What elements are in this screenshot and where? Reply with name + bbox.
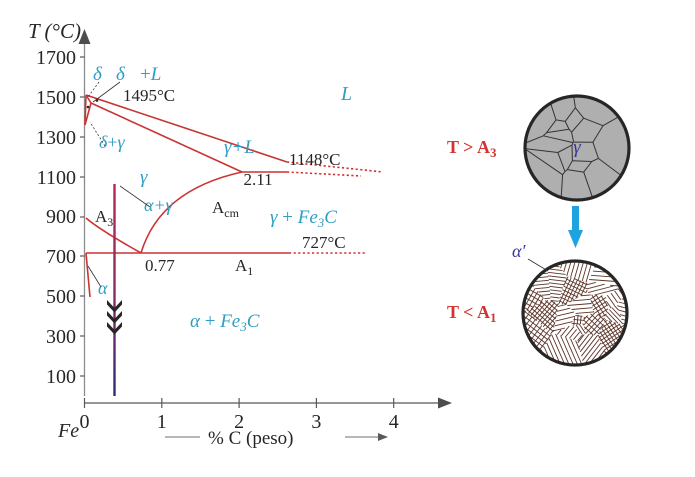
svg-text:100: 100 [46,366,76,388]
svg-text:δ+γ: δ+γ [99,132,126,152]
svg-text:1300: 1300 [36,127,76,149]
svg-text:α: α [98,278,108,298]
svg-text:700: 700 [46,246,76,268]
svg-text:α + Fe3C: α + Fe3C [190,311,260,334]
svg-text:1: 1 [157,411,167,433]
svg-text:T < A1: T < A1 [447,302,496,325]
svg-text:0: 0 [80,411,90,433]
svg-text:γ: γ [573,137,581,158]
svg-text:300: 300 [46,326,76,348]
svg-text:4: 4 [389,411,399,433]
svg-text:T (°C): T (°C) [28,19,81,43]
svg-text:γ + Fe3C: γ + Fe3C [270,207,337,230]
svg-text:δ: δ [116,64,126,85]
svg-text:γ+L: γ+L [224,137,255,158]
svg-text:α′: α′ [512,241,526,261]
svg-text:2.11: 2.11 [244,170,273,189]
svg-text:1148°C: 1148°C [289,150,341,169]
svg-text:+L: +L [140,64,161,85]
svg-text:δ: δ [93,64,103,85]
svg-text:1500: 1500 [36,87,76,109]
svg-text:727°C: 727°C [302,233,346,252]
svg-text:0.77: 0.77 [145,256,175,275]
svg-text:1100: 1100 [37,167,76,189]
svg-text:Fe: Fe [57,420,79,442]
svg-text:500: 500 [46,286,76,308]
svg-text:3: 3 [311,411,321,433]
svg-text:900: 900 [46,206,76,228]
svg-text:% C (peso): % C (peso) [208,428,293,449]
svg-text:α+γ: α+γ [144,195,174,215]
svg-text:L: L [340,83,352,105]
svg-text:1495°C: 1495°C [123,86,175,105]
svg-text:γ: γ [140,167,148,188]
svg-text:T > A3: T > A3 [447,137,497,160]
svg-text:1700: 1700 [36,47,76,69]
